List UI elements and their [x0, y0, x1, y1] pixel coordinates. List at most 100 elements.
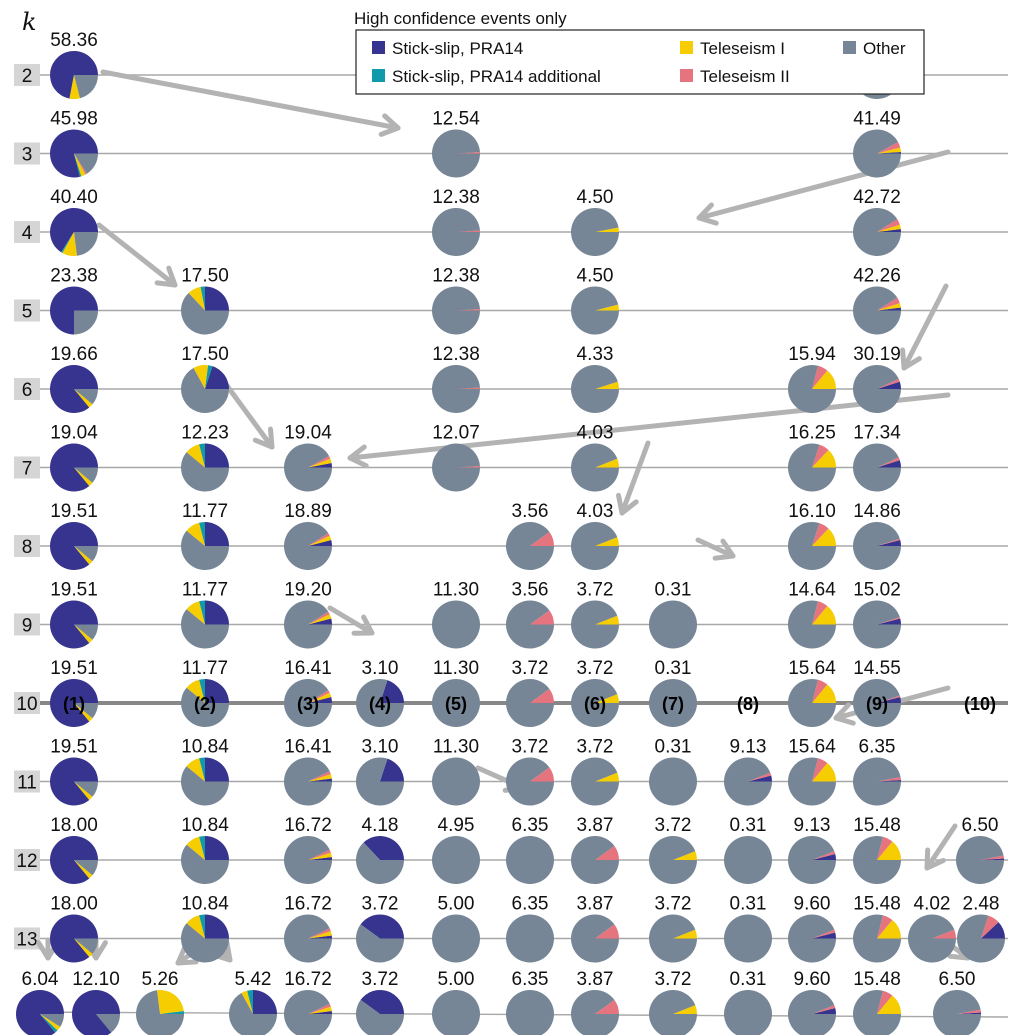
- pie-chart: 11.30: [432, 580, 480, 649]
- legend-swatch-teleseism-1: [680, 41, 693, 54]
- pie-slice-teleseism-1: [812, 370, 836, 389]
- pie-chart: 3.72: [649, 969, 697, 1035]
- pie-slice-teleseism-1: [812, 528, 836, 546]
- legend-label-stick-slip-additional: Stick-slip, PRA14 additional: [392, 67, 601, 86]
- pie-slice-stick-slip: [380, 680, 404, 703]
- pie-chart: 2.48: [957, 894, 1005, 963]
- pie-slice-other: [181, 687, 229, 728]
- pie-slice-stick-slip: [205, 757, 229, 782]
- pie-slice-other: [284, 679, 332, 727]
- pie-percentage-label: 12.38: [432, 266, 480, 287]
- pie-slice-other: [788, 836, 836, 884]
- pie-chart: 3.72: [571, 658, 619, 728]
- pie-chart: 12.07: [431, 423, 480, 492]
- transition-arrow: [900, 283, 949, 371]
- k-label: 4: [22, 223, 33, 244]
- pie-percentage-label: 4.50: [577, 266, 614, 287]
- pie-chart: 19.04: [284, 423, 332, 492]
- pie-slice-teleseism-1: [308, 692, 332, 703]
- pie-slice-stick-slip: [360, 914, 404, 939]
- pie-slice-other: [74, 860, 98, 876]
- pie-percentage-label: 0.31: [730, 894, 767, 915]
- pie-percentage-label: 41.49: [853, 109, 901, 130]
- pie-slice-other: [788, 365, 836, 413]
- pie-percentage-label: 6.04: [22, 969, 59, 990]
- pie-percentage-label: 4.50: [577, 187, 614, 208]
- pie-chart: 0.31: [649, 737, 697, 806]
- pie-percentage-label: 3.72: [655, 815, 692, 836]
- pie-slice-other: [788, 443, 836, 492]
- pie-chart: 5.42: [229, 969, 277, 1035]
- pie-slice-other: [74, 310, 98, 335]
- pie-chart: 14.86: [852, 501, 901, 570]
- pie-slice-teleseism-2: [812, 851, 836, 860]
- pie-slice-other: [432, 836, 480, 884]
- legend-label-stick-slip: Stick-slip, PRA14: [392, 39, 523, 58]
- pie-slice-stick-slip-additional: [199, 522, 205, 546]
- pie-slice-stick-slip: [981, 922, 1005, 939]
- pie-slice-other: [788, 757, 836, 806]
- pie-chart: 3.72: [356, 969, 404, 1035]
- pie-slice-teleseism-1: [241, 990, 253, 1014]
- pie-slice-stick-slip-additional: [205, 365, 213, 389]
- pie-slice-other: [571, 443, 619, 492]
- pie-slice-other: [74, 467, 98, 483]
- pie-slice-other: [356, 924, 404, 963]
- pie-slice-other: [933, 990, 981, 1035]
- pie-slice-teleseism-2: [812, 365, 828, 389]
- pie-chart: 15.48: [853, 969, 901, 1035]
- pie-percentage-label: 11.30: [433, 580, 479, 601]
- pie-percentage-label: 19.51: [50, 737, 98, 758]
- pie-slice-stick-slip: [50, 835, 98, 884]
- pie-slice-other: [853, 208, 901, 257]
- pie-slice-other: [40, 1014, 64, 1027]
- pie-chart: 12.38: [431, 187, 480, 256]
- pie-slice-other: [649, 914, 697, 963]
- pie-slice-teleseism-2: [877, 538, 901, 546]
- pie-slice-teleseism-2: [308, 1003, 331, 1014]
- k-axis-symbol: k: [22, 8, 37, 36]
- pie-chart: 10.84: [181, 894, 229, 963]
- pie-slice-other: [788, 990, 836, 1035]
- pie-slice-stick-slip-additional: [199, 600, 205, 625]
- pie-slice-teleseism-1: [595, 458, 619, 468]
- pie-chart: 6.50: [933, 969, 981, 1035]
- pie-percentage-label: 19.66: [50, 344, 98, 365]
- cluster-label: (8): [737, 694, 759, 714]
- cluster-label: (7): [662, 694, 684, 714]
- pie-percentage-label: 19.51: [50, 580, 98, 601]
- pie-chart: 58.36: [50, 30, 98, 99]
- pie-slice-teleseism-2: [812, 1005, 836, 1014]
- pie-percentage-label: 5.00: [438, 894, 475, 915]
- pie-chart: 5.00: [432, 894, 480, 963]
- cluster-label: (1): [63, 694, 85, 714]
- pie-slice-teleseism-1: [877, 920, 901, 939]
- pie-slice-teleseism-2: [877, 297, 900, 311]
- pie-slice-teleseism-2: [877, 457, 900, 468]
- pie-chart: 10.84: [181, 815, 229, 885]
- k-label: 3: [22, 145, 33, 166]
- pie-percentage-label: 15.48: [853, 894, 901, 915]
- pie-slice-stick-slip: [877, 460, 901, 468]
- pie-percentage-label: 19.51: [50, 501, 98, 522]
- pie-percentage-label: 0.31: [730, 969, 767, 990]
- pie-slice-other: [74, 153, 98, 174]
- pie-percentage-label: 42.26: [853, 266, 901, 287]
- pie-chart: 5.00: [432, 969, 480, 1035]
- pie-slice-stick-slip: [877, 307, 902, 311]
- pie-percentage-label: 18.89: [284, 501, 332, 522]
- pie-slice-other: [284, 757, 332, 806]
- k-label: 9: [22, 616, 33, 637]
- pie-slice-teleseism-1: [74, 860, 93, 879]
- pie-slice-other: [74, 232, 98, 256]
- pie-percentage-label: 15.94: [788, 344, 836, 365]
- pie-percentage-label: 15.48: [853, 815, 901, 836]
- pie-slice-other: [74, 781, 98, 797]
- pie-slice-stick-slip: [205, 679, 229, 703]
- pie-slice-teleseism-2: [595, 845, 619, 860]
- pie-slice-stick-slip-additional: [247, 990, 253, 1014]
- pie-slice-other: [649, 990, 697, 1035]
- pie-slice-other: [649, 600, 697, 649]
- pie-chart: 42.72: [853, 187, 902, 257]
- pie-percentage-label: 11.77: [182, 658, 228, 679]
